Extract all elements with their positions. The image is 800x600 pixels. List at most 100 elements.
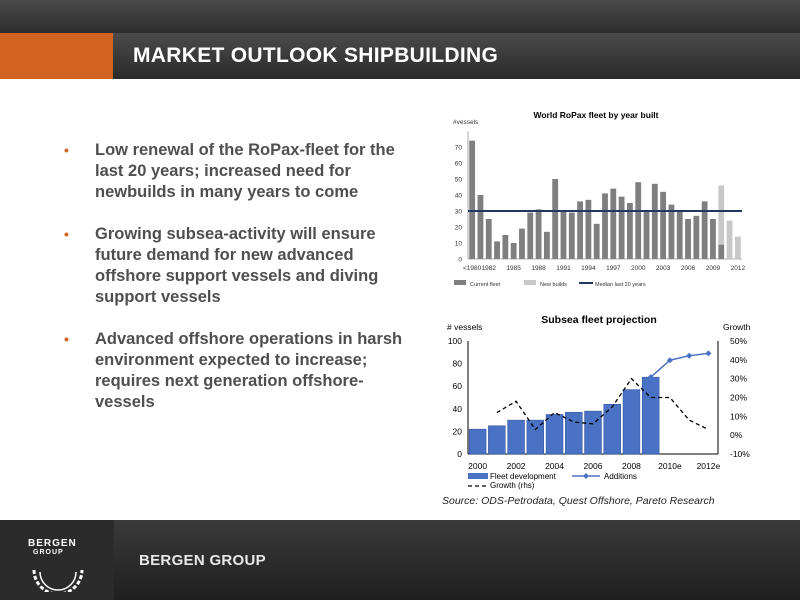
bar-fleet-development xyxy=(488,425,506,455)
y-tick-label: 20 xyxy=(453,426,463,436)
x-tick-label: 2004 xyxy=(545,461,564,471)
logo-subtext: GROUP xyxy=(33,549,64,556)
bar-fleet-development xyxy=(468,428,487,455)
bar-current-fleet xyxy=(560,211,567,259)
x-tick-label: 2003 xyxy=(656,265,671,272)
bullet-text: Low renewal of the RoPax-fleet for the l… xyxy=(95,141,395,201)
y-tick-label: 40 xyxy=(455,193,463,200)
x-tick-label: 2006 xyxy=(584,461,603,471)
y-axis-label: # vessels xyxy=(447,322,482,332)
x-tick-label: 2012e xyxy=(697,461,721,471)
x-tick-label: 2006 xyxy=(681,265,696,272)
legend-label: Fleet development xyxy=(490,472,557,481)
y-tick-label: 40 xyxy=(453,404,463,414)
bar-new-builds xyxy=(734,236,741,259)
bar-current-fleet xyxy=(510,243,517,259)
x-tick-label: 1985 xyxy=(506,265,521,272)
legend-swatch xyxy=(454,280,466,285)
bar-current-fleet xyxy=(485,219,492,259)
bar-current-fleet xyxy=(494,241,500,259)
bar-current-fleet xyxy=(568,212,575,259)
bullet-text: Advanced offshore operations in harsh en… xyxy=(95,330,403,411)
bar-current-fleet xyxy=(577,201,583,259)
bar-fleet-development xyxy=(584,410,602,455)
legend-label: Growth (rhs) xyxy=(490,481,535,490)
bar-current-fleet xyxy=(643,211,650,259)
bar-current-fleet xyxy=(676,211,683,259)
bar-fleet-development xyxy=(641,376,660,455)
bar-current-fleet xyxy=(477,195,484,259)
bar-current-fleet xyxy=(535,209,542,259)
bar-current-fleet xyxy=(519,228,525,259)
bar-current-fleet xyxy=(718,244,725,259)
bar-new-builds xyxy=(718,185,725,245)
bullet-mark: • xyxy=(64,331,69,347)
legend-label: Median last 20 years xyxy=(595,282,646,288)
growth-line xyxy=(496,377,709,431)
bar-current-fleet xyxy=(610,188,617,259)
y2-tick-label: 20% xyxy=(730,393,747,403)
bar-current-fleet xyxy=(618,196,625,259)
x-tick-label: 2000 xyxy=(468,461,487,471)
x-tick-label: 2002 xyxy=(507,461,526,471)
y2-tick-label: 0% xyxy=(730,430,743,440)
bar-current-fleet xyxy=(469,140,476,259)
y-tick-label: 60 xyxy=(455,161,463,168)
y-tick-label: 80 xyxy=(453,359,463,369)
bar-current-fleet xyxy=(593,223,600,259)
y-tick-label: 0 xyxy=(457,449,462,459)
y-tick-label: 50 xyxy=(455,177,463,184)
y2-tick-label: 40% xyxy=(730,355,747,365)
bar-current-fleet xyxy=(635,182,642,259)
slide-title: MARKET OUTLOOK SHIPBUILDING xyxy=(133,44,499,67)
y-tick-label: 30 xyxy=(455,209,463,216)
y-tick-label: 60 xyxy=(453,381,463,391)
bar-current-fleet xyxy=(660,191,667,259)
y2-tick-label: 30% xyxy=(730,374,747,384)
footer-brand: BERGEN GROUP xyxy=(139,552,266,569)
y-tick-label: 0 xyxy=(458,257,462,264)
accent-block xyxy=(0,33,113,79)
source-note: Source: ODS-Petrodata, Quest Offshore, P… xyxy=(442,495,715,507)
x-tick-label: <1980 xyxy=(463,265,482,272)
bar-new-builds xyxy=(726,220,733,259)
additions-line xyxy=(650,352,709,378)
bar-current-fleet xyxy=(710,219,716,259)
bar-current-fleet xyxy=(701,201,708,259)
bar-current-fleet xyxy=(651,183,658,259)
chart-title: Subsea fleet projection xyxy=(541,314,657,326)
additions-point xyxy=(647,374,654,381)
bullet-list: • Low renewal of the RoPax-fleet for the… xyxy=(62,140,412,434)
bar-current-fleet xyxy=(693,215,700,259)
bar-fleet-development xyxy=(507,419,525,455)
additions-point xyxy=(666,357,673,364)
x-tick-label: 1997 xyxy=(606,265,621,272)
x-tick-label: 1991 xyxy=(556,265,571,272)
bullet-mark: • xyxy=(64,226,69,242)
bullet-text: Growing subsea-activity will ensure futu… xyxy=(95,225,379,306)
bar-current-fleet xyxy=(502,235,509,259)
company-logo-icon xyxy=(32,569,84,592)
logo-text: BERGEN xyxy=(28,538,77,549)
y2-tick-label: 10% xyxy=(730,411,747,421)
bar-current-fleet xyxy=(627,203,633,259)
additions-point xyxy=(705,350,712,357)
chart-title: World RoPax fleet by year built xyxy=(533,110,658,120)
additions-point xyxy=(686,352,693,359)
y-axis-label: #vessels xyxy=(453,119,479,126)
title-bar xyxy=(0,33,800,79)
ropax-fleet-chart: World RoPax fleet by year built #vessels… xyxy=(453,110,745,288)
bullet-mark: • xyxy=(64,142,69,158)
top-bar xyxy=(0,0,800,33)
bar-current-fleet xyxy=(552,179,559,259)
legend-swatch xyxy=(468,473,488,479)
bullet-item: • Advanced offshore operations in harsh … xyxy=(62,329,412,413)
x-tick-label: 2010e xyxy=(658,461,682,471)
bar-current-fleet xyxy=(685,219,691,259)
bar-current-fleet xyxy=(602,193,608,259)
y-tick-label: 70 xyxy=(455,145,463,152)
subsea-fleet-chart: Subsea fleet projection # vessels Growth… xyxy=(447,314,751,490)
y2-tick-label: -10% xyxy=(730,449,750,459)
legend-marker xyxy=(583,473,589,479)
bar-current-fleet xyxy=(585,199,592,259)
